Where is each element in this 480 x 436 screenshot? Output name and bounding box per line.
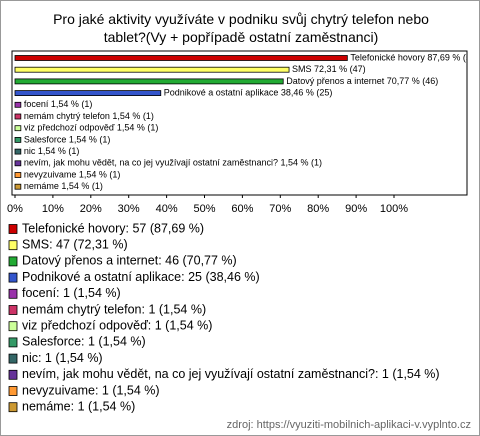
legend-swatch xyxy=(8,224,18,234)
legend-label: focení: 1 (1,54 %) xyxy=(22,286,121,300)
legend-swatch xyxy=(8,402,18,413)
bar xyxy=(14,183,22,190)
legend-label: nemáme: 1 (1,54 %) xyxy=(22,399,135,413)
x-tick-label: 70% xyxy=(269,203,291,215)
bar xyxy=(14,90,162,96)
legend-label: Datový přenos a internet: 46 (70,77 %) xyxy=(22,254,237,268)
legend-swatch xyxy=(8,305,18,315)
x-tick-label: 0% xyxy=(7,203,23,215)
legend-swatch xyxy=(8,369,18,380)
bar-label: Telefonické hovory 87,69 % (57) xyxy=(350,52,479,62)
bar xyxy=(14,172,22,178)
bar-label: nemám chytrý telefon 1,54 % (1) xyxy=(24,111,154,121)
x-tick-label: 20% xyxy=(80,203,102,215)
bar-label: nic 1,54 % (1) xyxy=(24,146,80,156)
legend-label: Telefonické hovory: 57 (87,69 %) xyxy=(22,221,204,235)
x-tick-label: 30% xyxy=(118,203,140,215)
bar xyxy=(14,66,290,73)
legend-label: nic: 1 (1,54 %) xyxy=(22,351,103,365)
bar xyxy=(14,101,22,108)
legend-swatch xyxy=(8,256,18,267)
source-note: zdroj: https://vyuziti-mobilnich-aplikac… xyxy=(227,419,471,431)
bar xyxy=(14,125,22,132)
legend-label: nevyzuivame: 1 (1,54 %) xyxy=(22,383,160,397)
legend-swatch xyxy=(8,272,18,283)
bar xyxy=(14,55,348,61)
bar-label: nemáme 1,54 % (1) xyxy=(24,181,103,191)
legend-label: Podnikové a ostatní aplikace: 25 (38,46 … xyxy=(22,270,260,284)
legend-label: Salesforce: 1 (1,54 %) xyxy=(22,335,146,349)
chart-title: Pro jaké aktivity využíváte v podniku sv… xyxy=(53,11,429,45)
legend-swatch xyxy=(8,353,18,364)
bar xyxy=(14,148,22,155)
x-tick-label: 80% xyxy=(307,203,329,215)
x-tick-label: 90% xyxy=(345,203,367,215)
legend-swatch xyxy=(8,337,18,348)
bar-label: nevím, jak mohu vědět, na co jej využíva… xyxy=(24,158,322,168)
bar-label: focení 1,54 % (1) xyxy=(24,99,93,109)
legend-label: viz předchozí odpověď: 1 (1,54 %) xyxy=(22,318,212,332)
legend-swatch xyxy=(8,386,18,396)
bar-label: SMS 72,31 % (47) xyxy=(292,64,366,74)
bar-label: Salesforce 1,54 % (1) xyxy=(24,134,111,144)
bar-label: Datový přenos a internet 70,77 % (46) xyxy=(286,76,438,86)
legend-label: SMS: 47 (72,31 %) xyxy=(22,237,128,251)
x-tick-label: 40% xyxy=(156,203,178,215)
bar-label: viz předchozí odpověď 1,54 % (1) xyxy=(24,123,159,133)
legend-swatch xyxy=(8,288,18,299)
legend-swatch xyxy=(8,321,18,332)
legend-swatch xyxy=(8,240,18,251)
bar xyxy=(14,136,22,143)
bar xyxy=(14,160,22,167)
bar-label: Podnikové a ostatní aplikace 38,46 % (25… xyxy=(164,87,333,97)
x-tick-label: 100% xyxy=(380,203,408,215)
x-tick-label: 10% xyxy=(42,203,64,215)
x-tick-label: 50% xyxy=(193,203,215,215)
bar-label: nevyzuivame 1,54 % (1) xyxy=(24,169,121,179)
x-tick-label: 60% xyxy=(231,203,253,215)
bar xyxy=(14,113,22,120)
legend-label: nevím, jak mohu vědět, na co jej využíva… xyxy=(22,367,440,381)
plot-area xyxy=(11,50,468,196)
legend-label: nemám chytrý telefon: 1 (1,54 %) xyxy=(22,302,206,316)
bar xyxy=(14,78,284,85)
